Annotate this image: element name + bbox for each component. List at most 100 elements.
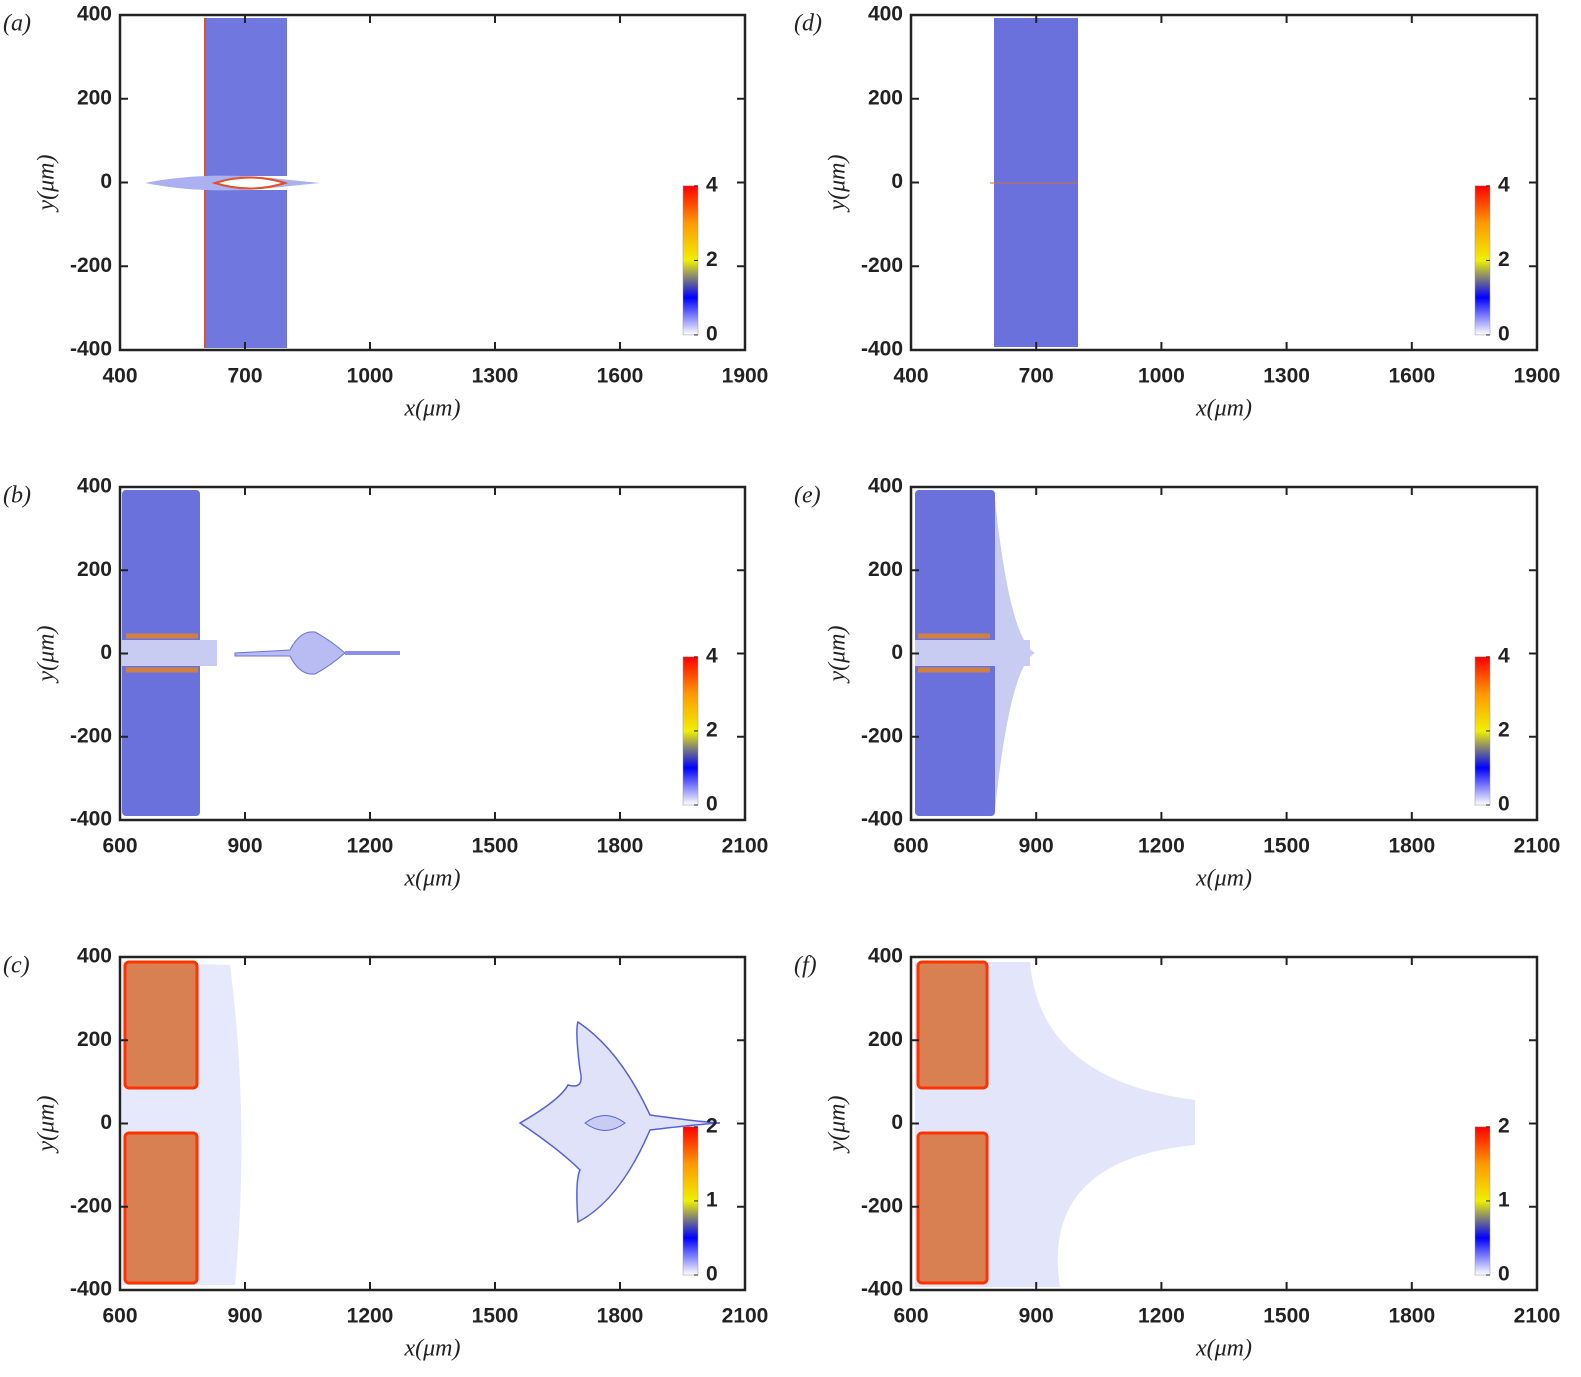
y-tick-label: 400 (868, 3, 903, 26)
x-tick-label: 1600 (597, 365, 644, 388)
x-tick-label: 1500 (1263, 1305, 1310, 1328)
y-axis-label: y(μm) (825, 154, 851, 212)
y-tick-label: 200 (77, 1028, 112, 1051)
x-tick-label: 1500 (472, 1305, 519, 1328)
panel-label: (e) (794, 483, 821, 509)
colorbar-tick-label: 0 (706, 793, 718, 816)
colorbar-tick-label: 1 (1498, 1188, 1510, 1211)
x-tick-label: 1500 (472, 835, 519, 858)
colorbar-tick-label: 0 (1498, 322, 1510, 345)
colorbar-tick-label: 0 (1498, 793, 1510, 816)
x-tick-label: 1200 (1138, 1305, 1185, 1328)
x-tick-label: 1200 (347, 1305, 394, 1328)
y-tick-label: 400 (77, 945, 112, 968)
x-tick-label: 2100 (1514, 1305, 1561, 1328)
density-image (122, 18, 1195, 1287)
x-tick-label: 400 (102, 365, 137, 388)
y-tick-label: -200 (70, 724, 112, 747)
colorbar-tick-label: 4 (1498, 173, 1510, 196)
colorbar-tick-label: 0 (706, 1263, 718, 1286)
panel-label: (b) (3, 483, 31, 509)
y-tick-label: 200 (868, 558, 903, 581)
colorbar-tick-label: 1 (706, 1188, 718, 1211)
colorbar-tick-label: 4 (706, 644, 718, 667)
y-axis-label: y(μm) (825, 1095, 851, 1153)
y-tick-label: -200 (70, 1194, 112, 1217)
y-tick-label: 0 (891, 170, 903, 193)
x-tick-label: 1800 (597, 835, 644, 858)
y-tick-label: -400 (861, 1278, 903, 1301)
y-tick-label: -400 (70, 808, 112, 831)
x-tick-label: 400 (893, 365, 928, 388)
x-tick-label: 1300 (1263, 365, 1310, 388)
x-tick-label: 600 (102, 1305, 137, 1328)
x-tick-label: 1200 (1138, 835, 1185, 858)
y-axis-label: y(μm) (34, 625, 60, 683)
panel-label: (a) (3, 11, 31, 37)
y-tick-label: 200 (868, 1028, 903, 1051)
y-tick-label: 200 (868, 86, 903, 109)
y-tick-label: 0 (100, 1111, 112, 1134)
x-tick-label: 2100 (722, 1305, 769, 1328)
x-tick-label: 1300 (472, 365, 519, 388)
colorbar-tick-label: 4 (706, 173, 718, 196)
x-tick-label: 1000 (1138, 365, 1185, 388)
colorbar-tick-label: 2 (706, 1114, 718, 1137)
y-tick-label: -400 (861, 338, 903, 361)
y-tick-label: 400 (868, 945, 903, 968)
colorbar-tick-label: 4 (1498, 644, 1510, 667)
x-tick-label: 1900 (722, 365, 769, 388)
x-tick-label: 1900 (1514, 365, 1561, 388)
x-tick-label: 1200 (347, 835, 394, 858)
panel-label: (d) (794, 11, 822, 37)
x-tick-label: 1600 (1388, 365, 1435, 388)
y-tick-label: 200 (77, 558, 112, 581)
x-tick-label: 700 (227, 365, 262, 388)
colorbar-tick-label: 2 (1498, 718, 1510, 741)
x-tick-label: 1800 (1388, 835, 1435, 858)
y-axis-label: y(μm) (34, 1095, 60, 1153)
x-axis-label: x(μm) (1195, 866, 1252, 892)
x-tick-label: 1000 (347, 365, 394, 388)
y-tick-label: -200 (861, 254, 903, 277)
panel-label: (f) (794, 953, 817, 979)
y-tick-label: 400 (77, 475, 112, 498)
x-axis-label: x(μm) (403, 396, 460, 422)
colorbar-tick-label: 2 (706, 718, 718, 741)
x-axis-label: x(μm) (403, 1336, 460, 1362)
x-tick-label: 900 (1019, 835, 1054, 858)
x-axis-label: x(μm) (1195, 396, 1252, 422)
x-tick-label: 900 (1019, 1305, 1054, 1328)
x-tick-label: 600 (893, 835, 928, 858)
y-tick-label: -400 (861, 808, 903, 831)
y-tick-label: 0 (891, 641, 903, 664)
y-tick-label: -200 (861, 1194, 903, 1217)
x-axis-label: x(μm) (1195, 1336, 1252, 1362)
x-tick-label: 900 (227, 1305, 262, 1328)
x-tick-label: 2100 (1514, 835, 1561, 858)
y-tick-label: -200 (861, 724, 903, 747)
y-axis-label: y(μm) (825, 625, 851, 683)
x-tick-label: 2100 (722, 835, 769, 858)
x-tick-label: 1800 (597, 1305, 644, 1328)
y-tick-label: 400 (77, 3, 112, 26)
x-tick-label: 1500 (1263, 835, 1310, 858)
colorbar-tick-label: 0 (706, 322, 718, 345)
panel-label: (c) (3, 953, 30, 979)
y-tick-label: 200 (77, 86, 112, 109)
y-tick-label: 0 (100, 641, 112, 664)
y-tick-label: -400 (70, 338, 112, 361)
colorbar-tick-label: 2 (1498, 248, 1510, 271)
colorbar-tick-label: 0 (1498, 1263, 1510, 1286)
y-tick-label: 0 (100, 170, 112, 193)
x-tick-label: 700 (1019, 365, 1054, 388)
x-tick-label: 600 (102, 835, 137, 858)
y-tick-label: 0 (891, 1111, 903, 1134)
y-axis-label: y(μm) (34, 154, 60, 212)
x-tick-label: 900 (227, 835, 262, 858)
y-tick-label: 400 (868, 475, 903, 498)
x-axis-label: x(μm) (403, 866, 460, 892)
x-tick-label: 600 (893, 1305, 928, 1328)
y-tick-label: -200 (70, 254, 112, 277)
